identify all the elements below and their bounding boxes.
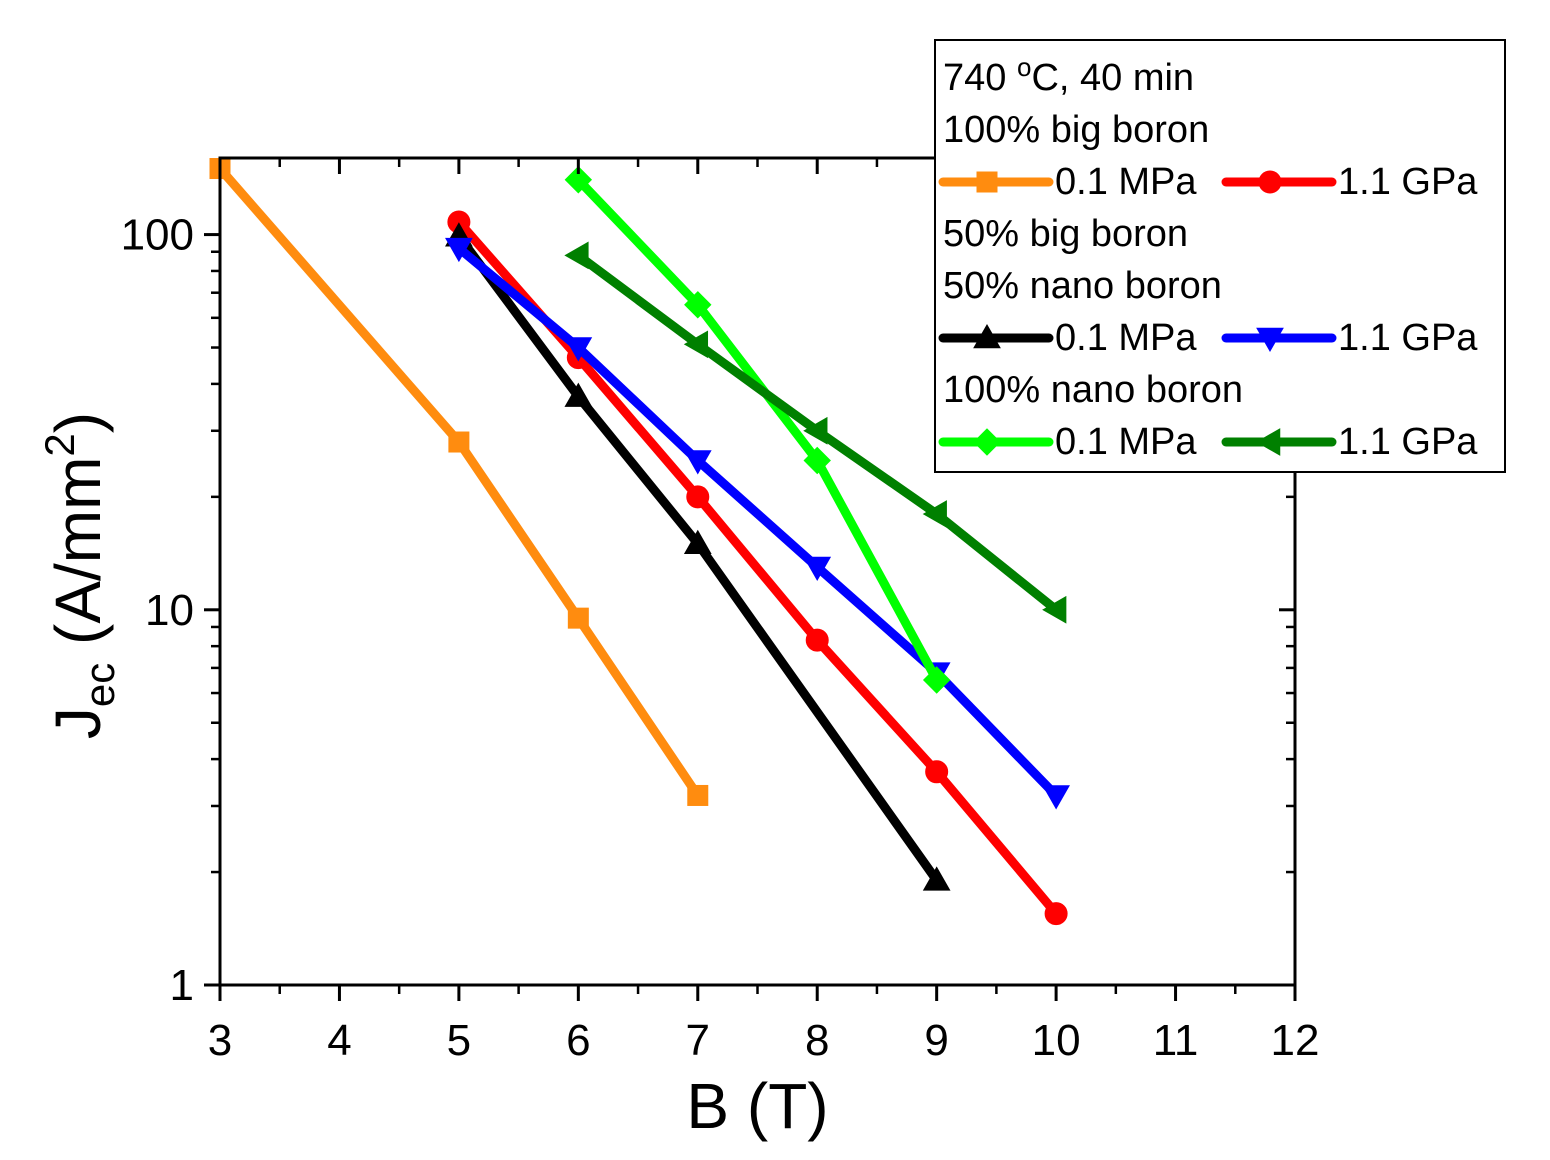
data-point	[803, 446, 831, 475]
x-tick-label: 5	[447, 1016, 471, 1065]
series-line	[454, 231, 942, 885]
legend-swatch-marker	[1258, 170, 1282, 194]
legend-swatch-marker	[1256, 327, 1284, 353]
series-line	[573, 175, 942, 685]
data-point	[922, 666, 951, 694]
y-tick-label: 100	[121, 211, 194, 260]
y-tick-label: 10	[145, 586, 194, 635]
legend-swatch-marker	[976, 171, 998, 193]
series-layer	[209, 158, 1070, 926]
x-tick-label: 4	[327, 1016, 351, 1065]
y-axis-title-main: J	[42, 707, 114, 739]
series-5	[564, 241, 1067, 624]
legend-entry-label: 0.1 MPa	[1055, 161, 1197, 203]
data-point	[564, 241, 589, 270]
y-axis-title-unit-sup: 2	[36, 433, 83, 456]
legend-box	[934, 39, 1506, 473]
series-0	[209, 158, 709, 806]
legend-entry-label: 0.1 MPa	[1055, 421, 1197, 463]
series-4	[564, 166, 951, 694]
data-point	[925, 760, 949, 784]
data-point	[564, 382, 593, 407]
x-axis-title: B (T)	[686, 1070, 828, 1142]
data-point	[1042, 595, 1067, 624]
legend-group-title: 100% big boron	[943, 109, 1209, 151]
data-point	[684, 291, 712, 319]
data-point	[922, 500, 947, 528]
series-line	[454, 243, 1061, 800]
legend-header: 740 oC, 40 min	[943, 52, 1194, 99]
legend-group-title: 50% big boron	[943, 213, 1188, 255]
x-tick-label: 3	[208, 1016, 232, 1065]
legend-group-title: 100% nano boron	[943, 369, 1243, 411]
y-axis-title-subscript: ec	[76, 663, 123, 707]
legend-swatch-marker	[973, 323, 1001, 349]
data-point	[922, 866, 951, 891]
x-tick-label: 9	[924, 1016, 948, 1065]
legend-entry-label: 1.1 GPa	[1338, 161, 1478, 203]
data-point	[567, 607, 589, 629]
data-point	[805, 628, 829, 652]
axis-layer: 3 4 5 6 7 8 9 10 11 12 1 10 100	[121, 158, 1320, 1065]
data-point	[448, 431, 470, 453]
legend-entry-label: 1.1 GPa	[1338, 421, 1478, 463]
x-tick-label: 6	[566, 1016, 590, 1065]
data-point	[445, 237, 473, 263]
x-tick-label: 7	[686, 1016, 710, 1065]
legend: 740 oC, 40 min 100% big boron 0.1 MPa 1.1 G…	[934, 39, 1506, 473]
legend-entry-label: 1.1 GPa	[1338, 317, 1478, 359]
legend-entry-label: 0.1 MPa	[1055, 317, 1197, 359]
x-tick-label: 10	[1032, 1016, 1081, 1065]
data-point	[683, 529, 712, 554]
y-tick-label: 1	[170, 961, 194, 1010]
x-tick-label: 11	[1153, 1016, 1199, 1065]
data-point	[683, 450, 712, 475]
data-point	[564, 166, 593, 194]
data-point	[1044, 902, 1068, 926]
legend-group-title: 50% nano boron	[943, 265, 1222, 307]
data-point	[803, 556, 832, 582]
data-point	[687, 784, 709, 806]
data-point	[1042, 785, 1070, 810]
y-axis-title-unit: (A/mm	[42, 457, 114, 663]
legend-swatch-marker	[1255, 428, 1281, 456]
data-point	[564, 337, 593, 362]
data-point	[686, 485, 710, 509]
y-axis-title-unit-close: )	[42, 412, 114, 433]
data-point	[683, 330, 709, 359]
series-line	[215, 164, 703, 800]
x-tick-label: 12	[1271, 1016, 1320, 1065]
x-tick-label: 8	[805, 1016, 829, 1065]
legend-swatch-marker	[973, 428, 1001, 456]
data-point	[803, 416, 828, 445]
y-axis-title: Jec (A/mm2)	[36, 412, 123, 739]
